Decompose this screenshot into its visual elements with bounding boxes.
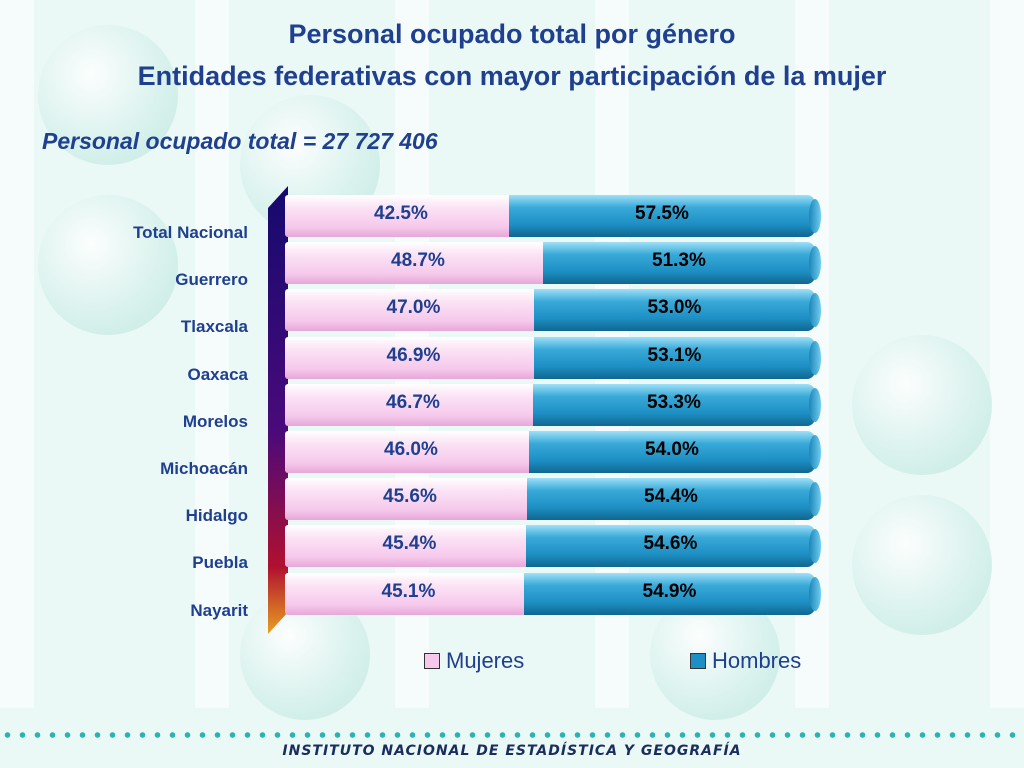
- data-label-mujeres: 46.7%: [386, 392, 440, 413]
- data-label-hombres: 57.5%: [635, 203, 689, 224]
- data-label-mujeres: 45.4%: [382, 533, 437, 554]
- bar-hombres: [524, 573, 821, 615]
- data-label-hombres: 51.3%: [652, 250, 706, 271]
- background-stripe: [990, 0, 1024, 708]
- institution-footer: INSTITUTO NACIONAL DE ESTADÍSTICA Y GEOG…: [282, 743, 742, 759]
- data-label-mujeres: 47.0%: [386, 297, 441, 318]
- bar-row: 47.0% 53.0%: [285, 289, 821, 331]
- background-bubble: [852, 495, 992, 635]
- category-label: Puebla: [192, 553, 248, 572]
- bar-hombres: [527, 478, 821, 520]
- bar-row: 45.4% 54.6%: [285, 525, 821, 567]
- data-label-mujeres: 46.9%: [386, 345, 441, 366]
- bar-mujeres: [285, 195, 519, 237]
- background-stripe: [0, 0, 34, 708]
- bar-mujeres: [285, 478, 537, 520]
- data-label-hombres: 54.0%: [645, 439, 699, 460]
- bar-row: 45.6% 54.4%: [285, 478, 821, 520]
- background-bubble: [38, 25, 178, 165]
- legend-label-hombres: Hombres: [712, 648, 802, 673]
- data-label-hombres: 53.1%: [647, 345, 702, 366]
- bar-mujeres: [285, 337, 544, 379]
- category-label: Hidalgo: [185, 506, 248, 525]
- bar-row: 42.5% 57.5%: [285, 195, 821, 237]
- legend-item-mujeres: Mujeres: [424, 648, 524, 674]
- data-label-mujeres: 45.1%: [381, 581, 436, 602]
- background-stripe: [195, 0, 229, 708]
- bar-row: 48.7% 51.3%: [285, 242, 821, 284]
- data-label-hombres: 54.9%: [642, 581, 697, 602]
- chart-title-line2: Entidades federativas con mayor particip…: [137, 61, 887, 91]
- dotted-divider: [0, 730, 1024, 740]
- bar-hombres: [529, 431, 821, 473]
- bar-hombres: [509, 195, 821, 237]
- legend-swatch-hombres: [690, 653, 706, 669]
- background-bubble: [852, 335, 992, 475]
- bar-mujeres: [285, 384, 543, 426]
- data-label-mujeres: 46.0%: [384, 439, 438, 460]
- chart-title: Personal ocupado total por género: [288, 19, 736, 49]
- bar-hombres: [534, 289, 821, 331]
- category-label: Morelos: [182, 412, 248, 431]
- data-label-hombres: 53.0%: [647, 297, 702, 318]
- bar-row: 46.0% 54.0%: [285, 431, 821, 473]
- bar-mujeres: [285, 431, 539, 473]
- category-label: Michoacán: [160, 459, 248, 478]
- data-label-mujeres: 45.6%: [383, 486, 437, 507]
- data-label-mujeres: 42.5%: [374, 203, 428, 224]
- bar-mujeres: [285, 242, 553, 284]
- category-label: Tlaxcala: [180, 317, 248, 336]
- bar-hombres: [533, 384, 821, 426]
- bar-mujeres: [285, 289, 544, 331]
- category-label: Guerrero: [175, 270, 248, 289]
- bar-mujeres: [285, 525, 536, 567]
- legend-label-mujeres: Mujeres: [446, 648, 525, 673]
- bar-row: 46.9% 53.1%: [285, 337, 821, 379]
- category-label: Nayarit: [190, 601, 248, 620]
- bar-hombres: [534, 337, 821, 379]
- category-label: Oaxaca: [187, 365, 249, 384]
- chart-axis-wall: [268, 186, 288, 634]
- bar-row: 46.7% 53.3%: [285, 384, 821, 426]
- data-label-hombres: 54.4%: [644, 486, 698, 507]
- data-label-mujeres: 48.7%: [391, 250, 445, 271]
- legend-swatch-mujeres: [424, 653, 440, 669]
- background-bubble: [38, 195, 178, 335]
- bar-hombres: [526, 525, 821, 567]
- bar-mujeres: [285, 573, 534, 615]
- category-label: Total Nacional: [133, 223, 248, 242]
- bar-hombres: [543, 242, 821, 284]
- bar-row: 45.1% 54.9%: [285, 573, 821, 615]
- data-label-hombres: 53.3%: [647, 392, 701, 413]
- chart-subtitle: Personal ocupado total = 27 727 406: [42, 128, 438, 154]
- data-label-hombres: 54.6%: [643, 533, 698, 554]
- legend-item-hombres: Hombres: [690, 648, 801, 674]
